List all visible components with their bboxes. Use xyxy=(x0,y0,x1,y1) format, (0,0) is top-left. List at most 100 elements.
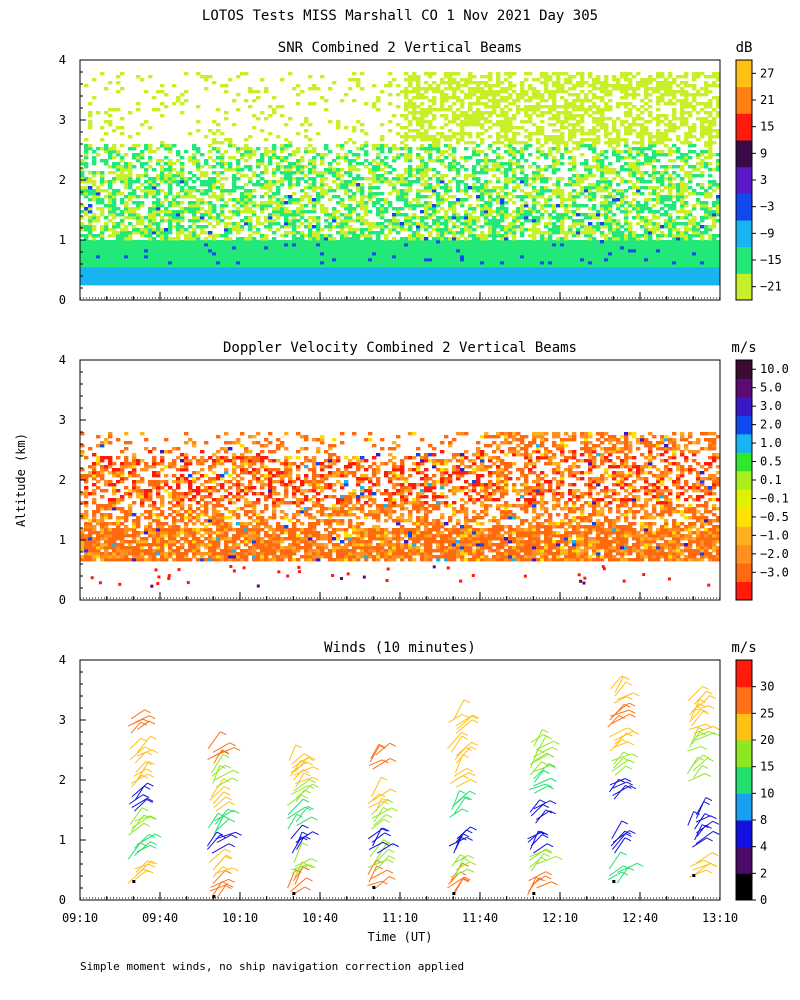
snr-cell xyxy=(504,114,509,118)
snr-cell xyxy=(164,252,169,256)
snr-cell xyxy=(196,273,201,277)
snr-cell xyxy=(508,255,513,259)
snr-cell xyxy=(476,258,481,262)
snr-cell xyxy=(528,114,533,118)
snr-cell xyxy=(172,144,177,148)
snr-cell xyxy=(396,180,401,184)
snr-cell xyxy=(408,237,413,241)
snr-cell xyxy=(176,216,181,220)
snr-cell xyxy=(176,282,181,286)
snr-cell xyxy=(452,81,457,85)
snr-cell xyxy=(564,267,569,271)
snr-cell xyxy=(352,183,357,187)
snr-cell xyxy=(308,231,313,235)
snr-cell xyxy=(216,264,221,268)
snr-cell xyxy=(496,141,501,145)
snr-cell xyxy=(340,222,345,226)
snr-cell xyxy=(344,276,349,280)
snr-cell xyxy=(244,72,249,76)
snr-cell xyxy=(180,258,185,262)
snr-cell xyxy=(512,246,517,250)
snr-cell xyxy=(176,273,181,277)
snr-cell xyxy=(380,252,385,256)
snr-cell xyxy=(532,282,537,286)
snr-cell xyxy=(412,279,417,283)
snr-cell xyxy=(276,267,281,271)
snr-cell xyxy=(336,264,341,268)
snr-cell xyxy=(216,267,221,271)
snr-cell xyxy=(500,270,505,274)
snr-cell xyxy=(80,255,85,259)
snr-cell xyxy=(508,162,513,166)
snr-cell xyxy=(84,213,89,217)
snr-cell xyxy=(356,276,361,280)
snr-cell xyxy=(432,87,437,91)
snr-cell xyxy=(152,213,157,217)
snr-cell xyxy=(364,273,369,277)
snr-cell xyxy=(504,99,509,103)
snr-cell xyxy=(552,249,557,253)
snr-cell xyxy=(540,129,545,133)
snr-cell xyxy=(128,162,133,166)
snr-cell xyxy=(520,198,525,202)
snr-cell xyxy=(208,213,213,217)
snr-cell xyxy=(312,225,317,229)
snr-cell xyxy=(148,189,153,193)
snr-cell xyxy=(540,282,545,286)
snr-cell xyxy=(136,246,141,250)
snr-cell xyxy=(376,264,381,268)
snr-cell xyxy=(284,168,289,172)
snr-cell xyxy=(492,102,497,106)
snr-cell xyxy=(412,273,417,277)
snr-cell xyxy=(208,270,213,274)
snr-cell xyxy=(236,186,241,190)
snr-cell xyxy=(480,150,485,154)
snr-cell xyxy=(500,207,505,211)
snr-cell xyxy=(276,165,281,169)
snr-cell xyxy=(372,192,377,196)
snr-cell xyxy=(436,210,441,214)
snr-cell xyxy=(88,231,93,235)
snr-cell xyxy=(572,282,577,286)
snr-cell xyxy=(344,186,349,190)
snr-cell xyxy=(280,282,285,286)
snr-cell xyxy=(152,192,157,196)
snr-cell xyxy=(112,234,117,238)
snr-cell xyxy=(516,195,521,199)
snr-cell xyxy=(400,174,405,178)
snr-cell xyxy=(396,156,401,160)
snr-cell xyxy=(512,282,517,286)
snr-cell xyxy=(300,123,305,127)
snr-cell xyxy=(560,162,565,166)
snr-cell xyxy=(376,273,381,277)
snr-cell xyxy=(444,261,449,265)
snr-cell xyxy=(260,78,265,82)
snr-cell xyxy=(192,210,197,214)
snr-cell xyxy=(504,111,509,115)
snr-cell xyxy=(360,207,365,211)
snr-cell xyxy=(416,234,421,238)
snr-cell xyxy=(476,117,481,121)
snr-cell xyxy=(508,150,513,154)
snr-cell xyxy=(248,264,253,268)
snr-cell xyxy=(468,135,473,139)
snr-cell xyxy=(312,150,317,154)
snr-cell xyxy=(508,270,513,274)
snr-cell xyxy=(408,273,413,277)
snr-cell xyxy=(312,165,317,169)
snr-cell xyxy=(256,180,261,184)
snr-cell xyxy=(132,279,137,283)
snr-cell xyxy=(352,231,357,235)
snr-cell xyxy=(548,147,553,151)
snr-cell xyxy=(524,72,529,76)
snr-cell xyxy=(364,282,369,286)
snr-cell xyxy=(308,249,313,253)
snr-cell xyxy=(128,177,133,181)
snr-cell xyxy=(452,102,457,106)
snr-cell xyxy=(404,168,409,172)
snr-cell xyxy=(80,222,85,226)
snr-cell xyxy=(156,213,161,217)
snr-cell xyxy=(384,279,389,283)
snr-cell xyxy=(164,195,169,199)
snr-cell xyxy=(292,165,297,169)
